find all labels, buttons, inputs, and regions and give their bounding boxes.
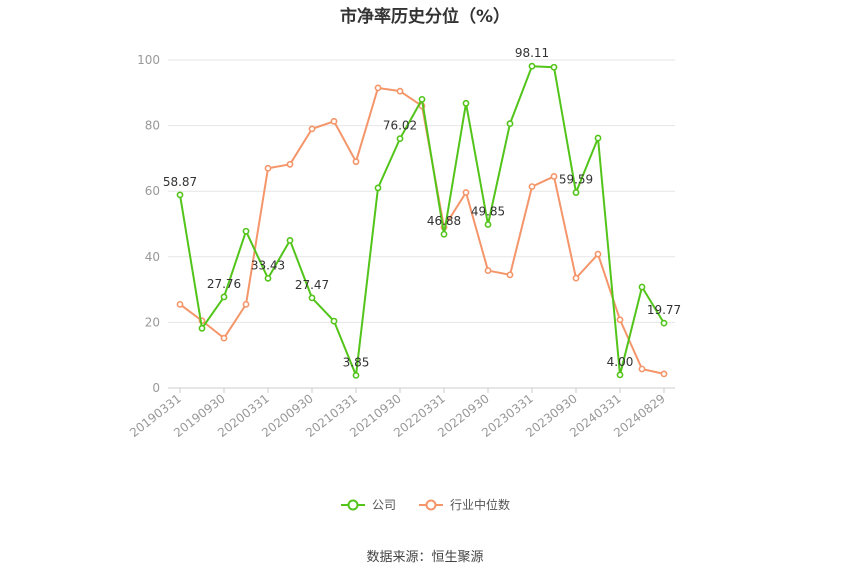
- data-label: 27.47: [295, 278, 329, 292]
- y-tick-label: 60: [145, 184, 160, 198]
- company-data-point: [440, 230, 448, 238]
- legend-company-marker: [340, 499, 365, 510]
- industry-median-data-point: [242, 300, 250, 308]
- industry-median-data-point: [594, 250, 602, 258]
- company-data-point: [418, 95, 426, 103]
- industry-median-data-point: [660, 370, 668, 378]
- company-data-point: [242, 227, 250, 235]
- company-data-point: [484, 221, 492, 228]
- company-data-point: [264, 274, 272, 282]
- legend-industry-marker: [419, 499, 443, 510]
- data-label: 46.88: [427, 214, 461, 228]
- data-label: 98.11: [515, 46, 549, 60]
- data-label: 76.02: [383, 119, 417, 133]
- data-label: 4.00: [607, 355, 634, 369]
- data-label: 58.87: [163, 175, 197, 189]
- company-data-point: [198, 324, 206, 332]
- industry-median-data-point: [550, 173, 558, 180]
- data-source: 数据来源：恒生聚源: [366, 550, 484, 565]
- company-data-point: [308, 294, 316, 302]
- industry-median-data-point: [638, 365, 646, 373]
- company-data-point: [352, 371, 360, 379]
- y-tick-label: 40: [145, 250, 160, 264]
- industry-median-data-point: [176, 300, 184, 308]
- company-data-point: [594, 134, 602, 142]
- legend-item-company[interactable]: 公司: [340, 496, 396, 513]
- industry-median-data-point: [484, 267, 492, 274]
- industry-median-data-point: [220, 334, 228, 342]
- industry-median-data-point: [528, 183, 536, 191]
- chart-title: 市净率历史分位（%）: [339, 7, 511, 27]
- industry-median-data-point: [396, 87, 404, 95]
- company-data-point: [396, 135, 404, 143]
- company-series-line: [179, 65, 665, 377]
- y-tick-label: 20: [145, 315, 160, 329]
- industry-median-data-point: [506, 271, 514, 279]
- industry-median-data-point: [572, 274, 580, 282]
- industry-median-data-point: [616, 316, 624, 324]
- company-data-point: [660, 319, 668, 327]
- company-data-point: [462, 99, 470, 107]
- data-label: 59.59: [559, 173, 593, 187]
- data-label: 3.85: [343, 355, 370, 369]
- company-data-point: [572, 189, 580, 196]
- company-data-point: [176, 191, 184, 199]
- company-data-point: [506, 120, 514, 128]
- legend-item-industry-median[interactable]: 行业中位数: [418, 496, 510, 513]
- company-data-point: [616, 371, 624, 379]
- data-label: 27.76: [207, 277, 241, 291]
- company-data-point: [528, 62, 536, 70]
- industry-median-data-point: [352, 158, 360, 166]
- data-label: 19.77: [647, 303, 681, 317]
- legend-label-company: 公司: [371, 498, 396, 512]
- company-data-point: [638, 283, 646, 291]
- company-data-point: [286, 236, 294, 244]
- company-data-point: [550, 63, 558, 71]
- industry-median-data-point: [286, 160, 294, 168]
- industry-median-data-point: [330, 117, 338, 125]
- legend-label-industry-median: 行业中位数: [450, 498, 511, 512]
- industry-median-data-point: [308, 125, 316, 133]
- industry-median-data-point: [374, 84, 382, 92]
- data-label: 49.85: [471, 204, 505, 218]
- industry-median-data-point: [264, 164, 272, 172]
- data-label: 33.43: [251, 258, 285, 272]
- chart-legend: 公司 行业中位数: [0, 496, 850, 513]
- company-data-point: [220, 293, 228, 301]
- industry-median-data-point: [462, 189, 470, 196]
- y-tick-label: 100: [137, 53, 160, 67]
- company-data-point: [374, 184, 382, 192]
- y-tick-label: 80: [145, 119, 160, 133]
- industry-median-series-line: [179, 86, 665, 375]
- company-data-point: [330, 317, 338, 325]
- y-tick-label: 0: [152, 381, 160, 395]
